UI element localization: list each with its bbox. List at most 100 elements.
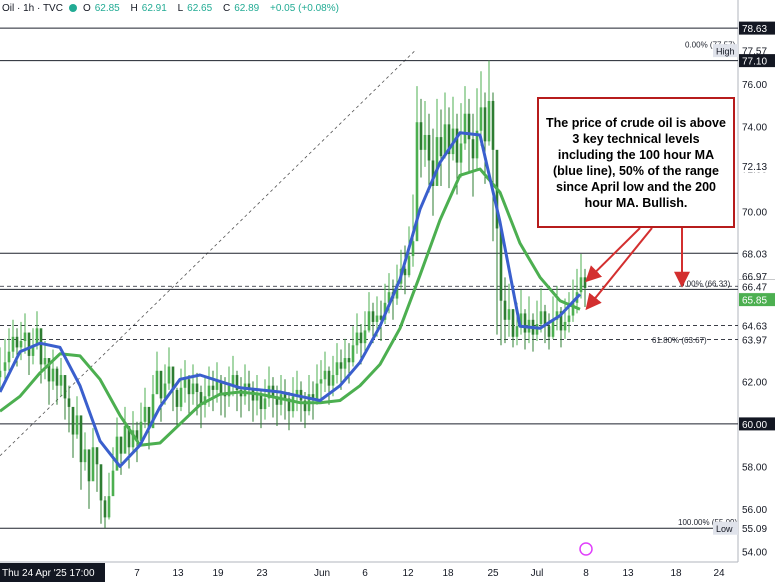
market-status-icon [68, 4, 77, 12]
candle-body [439, 137, 443, 157]
candle-body [103, 500, 107, 518]
candle-body [107, 496, 111, 518]
candle-body [147, 406, 151, 429]
price-label: 68.03 [742, 249, 767, 260]
candle-body [55, 368, 59, 386]
candle-body [0, 370, 2, 378]
candle-body [179, 387, 183, 407]
candle-body [583, 277, 587, 288]
candle-body [31, 345, 35, 356]
candle-body [99, 464, 103, 501]
x-tick-label: Jul [531, 568, 544, 579]
candle-body [539, 311, 543, 325]
candle-body [367, 311, 371, 331]
close-value: 62.89 [234, 2, 260, 14]
x-tick-label: 8 [583, 568, 589, 579]
ohlc-readout: O 62.85 H 62.91 L 62.65 C 62.89 +0.05 (+0.08… [83, 3, 343, 14]
candle-body [175, 389, 179, 407]
x-tick-label: 13 [172, 568, 184, 579]
open-value: 62.85 [94, 2, 120, 14]
candle-body [327, 370, 331, 386]
candle-body [71, 406, 75, 435]
y-tick-label: 76.00 [742, 80, 767, 91]
high-tag: High [716, 47, 735, 57]
x-tick-label: 23 [256, 568, 268, 579]
candle-body [371, 311, 375, 322]
candle-body [255, 394, 259, 401]
fib-label: 0.00% (77.57) [685, 41, 736, 50]
candle-body [547, 326, 551, 337]
time-axis-panel [0, 562, 775, 582]
fib-label: 61.80% (63.67) [652, 336, 707, 345]
candle-body [83, 449, 87, 463]
close-label: C [222, 2, 231, 14]
y-tick-label: 74.00 [742, 122, 767, 133]
candle-body [291, 396, 295, 412]
candle-body [27, 332, 31, 356]
price-label-bg [739, 319, 775, 333]
candle-body [19, 341, 23, 348]
candle-body [475, 130, 479, 159]
candle-body [51, 368, 55, 382]
x-tick-label: 6 [362, 568, 368, 579]
candle-body [223, 394, 227, 397]
candle-body [155, 370, 159, 395]
candle-body [563, 321, 567, 331]
candle-body [559, 311, 563, 331]
candle-body [355, 332, 359, 346]
candle-body [487, 100, 491, 142]
candle-body [39, 328, 43, 365]
candle-body [567, 315, 571, 322]
price-label: 64.63 [742, 322, 767, 333]
y-tick-label: 62.00 [742, 377, 767, 388]
candle-body [463, 113, 467, 144]
candle-body [499, 228, 503, 301]
low-label: L [177, 2, 184, 14]
candle-body [447, 124, 451, 155]
candle-body [219, 381, 223, 395]
candle-body [515, 326, 519, 337]
candle-body [183, 379, 187, 388]
open-label: O [82, 2, 91, 14]
candle-body [471, 139, 475, 159]
price-label-bg [739, 293, 775, 307]
candle-body [379, 315, 383, 320]
fib-label: 0.00% (66.33) [680, 279, 731, 288]
y-tick-label: 56.00 [742, 505, 767, 516]
candle-body [111, 470, 115, 497]
x-axis-ticks: Thu 24 Apr '25 17:00 7 13 19 23 Jun 6 12 18 25 Jul… [0, 563, 725, 582]
candle-body [15, 336, 19, 348]
candle-body [151, 394, 155, 429]
candle-body [479, 107, 483, 131]
price-label: 55.09 [742, 524, 767, 535]
low-value: 62.65 [187, 2, 213, 14]
x-tick-cursor-bg [0, 563, 105, 582]
x-tick-label: 7 [134, 568, 140, 579]
candle-body [579, 277, 583, 293]
candle-body [199, 392, 203, 405]
candle-body [319, 379, 323, 384]
ma100-line [0, 131, 582, 468]
candle-body [135, 430, 139, 441]
candle-body [75, 415, 79, 435]
candle-body [431, 160, 435, 186]
price-label: 60.00 [742, 420, 767, 431]
symbol-label[interactable]: Oil · 1h · TVC [2, 2, 63, 14]
candle-body [91, 447, 95, 482]
candle-body [403, 268, 407, 276]
candle-body [295, 389, 299, 397]
x-tick-label: 13 [622, 568, 634, 579]
candle-body [407, 256, 411, 276]
low-tag-bg [713, 521, 738, 535]
price-label: 78.63 [742, 24, 767, 35]
price-label-bg [739, 417, 775, 431]
price-label-bg [739, 246, 775, 260]
candle-body [303, 400, 307, 412]
candle-body [455, 128, 459, 163]
x-tick-label: 18 [670, 568, 682, 579]
candle-body [423, 134, 427, 150]
low-tag: Low [716, 524, 733, 534]
x-tick-label: 12 [402, 568, 414, 579]
candle-body [251, 389, 255, 401]
